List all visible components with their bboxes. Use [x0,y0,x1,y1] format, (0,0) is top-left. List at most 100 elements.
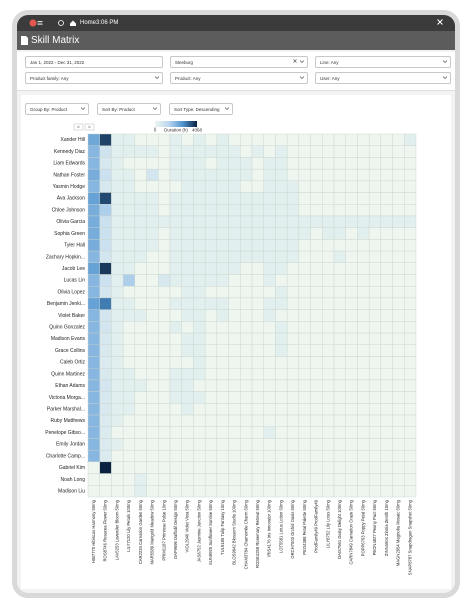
heat-cell [146,192,159,205]
heat-cell [345,286,358,299]
heat-cell [181,309,194,322]
heat-cell [380,297,393,310]
heat-cell [181,356,194,369]
heat-cell [333,438,346,451]
heat-cell [368,403,382,416]
heat-cell [251,133,264,146]
heat-cell [228,157,241,170]
heat-cell [122,414,136,427]
group-by[interactable]: Group By: Product [25,103,89,115]
heat-cell [122,309,136,322]
heat-cell [333,473,346,486]
heat-cell [345,332,358,345]
heat-cell [286,262,300,275]
heat-cell [204,145,218,158]
column-label: MAGN2954 Magnolia Mosaic 50mg [396,499,401,566]
heat-cell [240,297,253,310]
heat-cell [169,426,182,439]
user-select[interactable]: User: Any [315,72,451,84]
heat-cell [404,367,417,381]
heat-cell [251,274,264,287]
heat-cell [298,449,311,463]
date-range[interactable]: Jan 1, 2022 - Dec 31, 2022 [25,56,163,68]
heat-cell [216,180,229,193]
sort-by[interactable]: Sort By: Product [97,103,161,115]
line-select[interactable]: Line: Any [315,56,451,68]
heat-cell [368,344,382,357]
heat-cell [263,403,276,416]
next-button[interactable] [84,123,95,131]
heat-cell [228,309,241,322]
heat-cell [99,297,112,310]
colorbar-tick-label: 0 [154,128,157,133]
row-label: Ruby Matthews [51,418,86,424]
doc-icon [21,36,28,45]
column-label: CAR2234 Carnation Garden 50mg [138,499,143,564]
heat-cell [251,414,264,427]
heat-cell [404,250,417,264]
heat-cell [122,227,136,240]
heat-cell [181,274,194,287]
heat-cell [275,356,288,369]
heat-cell [181,438,194,451]
heat-cell [134,297,147,310]
heat-cell [193,250,206,264]
heat-cell [169,367,182,381]
next-label[interactable]: > [88,125,91,130]
heat-cell [122,215,136,228]
sort-type[interactable]: Sort Type: Descending [169,103,233,115]
heat-cell [240,473,253,486]
heat-cell [322,262,335,275]
site-select[interactable]: Sleeburg [170,56,308,68]
heat-cell [263,227,276,240]
heat-cell [228,192,241,205]
heat-cell [310,332,323,345]
heat-cell [87,262,100,275]
row-label: Yasmin Hodge [53,184,86,190]
heat-cell [310,403,323,416]
heat-cell [333,180,346,193]
heat-cell [111,403,124,416]
clear-chevron[interactable] [293,59,305,65]
heat-cell [146,227,159,240]
family-select[interactable]: Product family: Any [25,72,163,84]
prev-button[interactable] [73,123,84,131]
heat-cell [251,250,264,264]
heat-cell [204,204,218,217]
heat-cell [263,309,276,322]
heat-cell [322,239,335,252]
heat-cell [322,286,335,299]
heat-cell [122,391,136,404]
heat-cell [99,262,112,275]
nav-icons[interactable] [57,19,87,27]
heat-cell [404,239,417,252]
prev-label[interactable]: < [77,125,80,130]
heat-cell [298,403,311,416]
heat-cell [298,332,311,345]
heat-cell [228,379,241,392]
close-icon[interactable] [437,19,443,27]
heat-cell [286,426,300,439]
heat-cell [169,438,182,451]
heat-cell [286,227,300,240]
heat-cell [368,262,382,275]
heat-cell [380,239,393,252]
heat-cell [122,449,136,463]
heat-cell [216,321,229,334]
heat-cell [240,461,253,474]
heat-cell [111,426,124,439]
heat-cell [275,449,288,463]
product-select[interactable]: Product: Any [170,72,308,84]
heat-cell [310,344,323,357]
heat-cell [240,215,253,228]
heat-cell [404,426,417,439]
heat-cell [404,274,417,287]
heat-cell [345,250,358,264]
home-link[interactable]: Home [80,20,97,26]
heat-cell [181,157,194,170]
heat-cell [146,321,159,334]
heat-cell [122,262,136,275]
heat-cell [99,250,112,264]
dropdown-text: Sort By: Product [102,106,135,112]
heat-cell [228,180,241,193]
